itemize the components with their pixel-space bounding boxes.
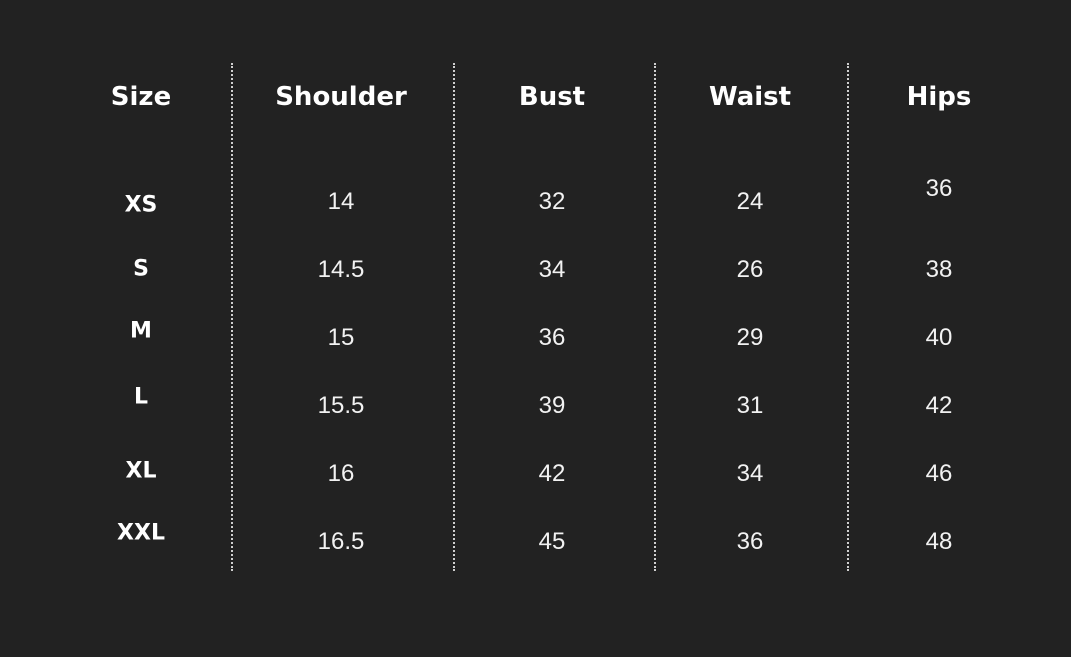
table-cell-shoulder: 16.5 bbox=[317, 528, 365, 555]
size-label: XS bbox=[124, 192, 158, 218]
table-cell-hips: 46 bbox=[925, 460, 953, 487]
column-divider bbox=[453, 63, 455, 571]
table-cell-bust: 36 bbox=[538, 324, 566, 351]
table-cell-bust: 39 bbox=[538, 392, 566, 419]
size-label: S bbox=[133, 256, 149, 282]
table-cell-shoulder: 15.5 bbox=[317, 392, 365, 419]
table-cell-hips: 38 bbox=[925, 256, 953, 283]
table-cell-waist: 24 bbox=[736, 188, 764, 215]
table-cell-waist: 36 bbox=[736, 528, 764, 555]
table-cell-waist: 29 bbox=[736, 324, 764, 351]
table-cell-waist: 34 bbox=[736, 460, 764, 487]
table-cell-shoulder: 14 bbox=[327, 188, 355, 215]
column-header-size: Size bbox=[110, 82, 172, 112]
column-divider bbox=[231, 63, 233, 571]
column-divider bbox=[654, 63, 656, 571]
size-label: L bbox=[133, 384, 149, 410]
table-cell-hips: 40 bbox=[925, 324, 953, 351]
column-header-bust: Bust bbox=[518, 82, 586, 112]
table-cell-hips: 48 bbox=[925, 528, 953, 555]
table-cell-bust: 42 bbox=[538, 460, 566, 487]
column-header-waist: Waist bbox=[708, 82, 792, 112]
column-header-hips: Hips bbox=[906, 82, 972, 112]
table-cell-bust: 34 bbox=[538, 256, 566, 283]
table-cell-shoulder: 14.5 bbox=[317, 256, 365, 283]
table-cell-bust: 45 bbox=[538, 528, 566, 555]
column-header-shoulder: Shoulder bbox=[275, 82, 407, 112]
table-cell-waist: 26 bbox=[736, 256, 764, 283]
table-cell-bust: 32 bbox=[538, 188, 566, 215]
size-label: XXL bbox=[117, 520, 165, 546]
size-label: XL bbox=[125, 458, 157, 484]
table-cell-shoulder: 15 bbox=[327, 324, 355, 351]
table-cell-shoulder: 16 bbox=[327, 460, 355, 487]
table-cell-hips: 42 bbox=[925, 392, 953, 419]
table-cell-waist: 31 bbox=[736, 392, 764, 419]
column-divider bbox=[847, 63, 849, 571]
size-label: M bbox=[130, 318, 152, 344]
table-cell-hips: 36 bbox=[925, 175, 953, 202]
